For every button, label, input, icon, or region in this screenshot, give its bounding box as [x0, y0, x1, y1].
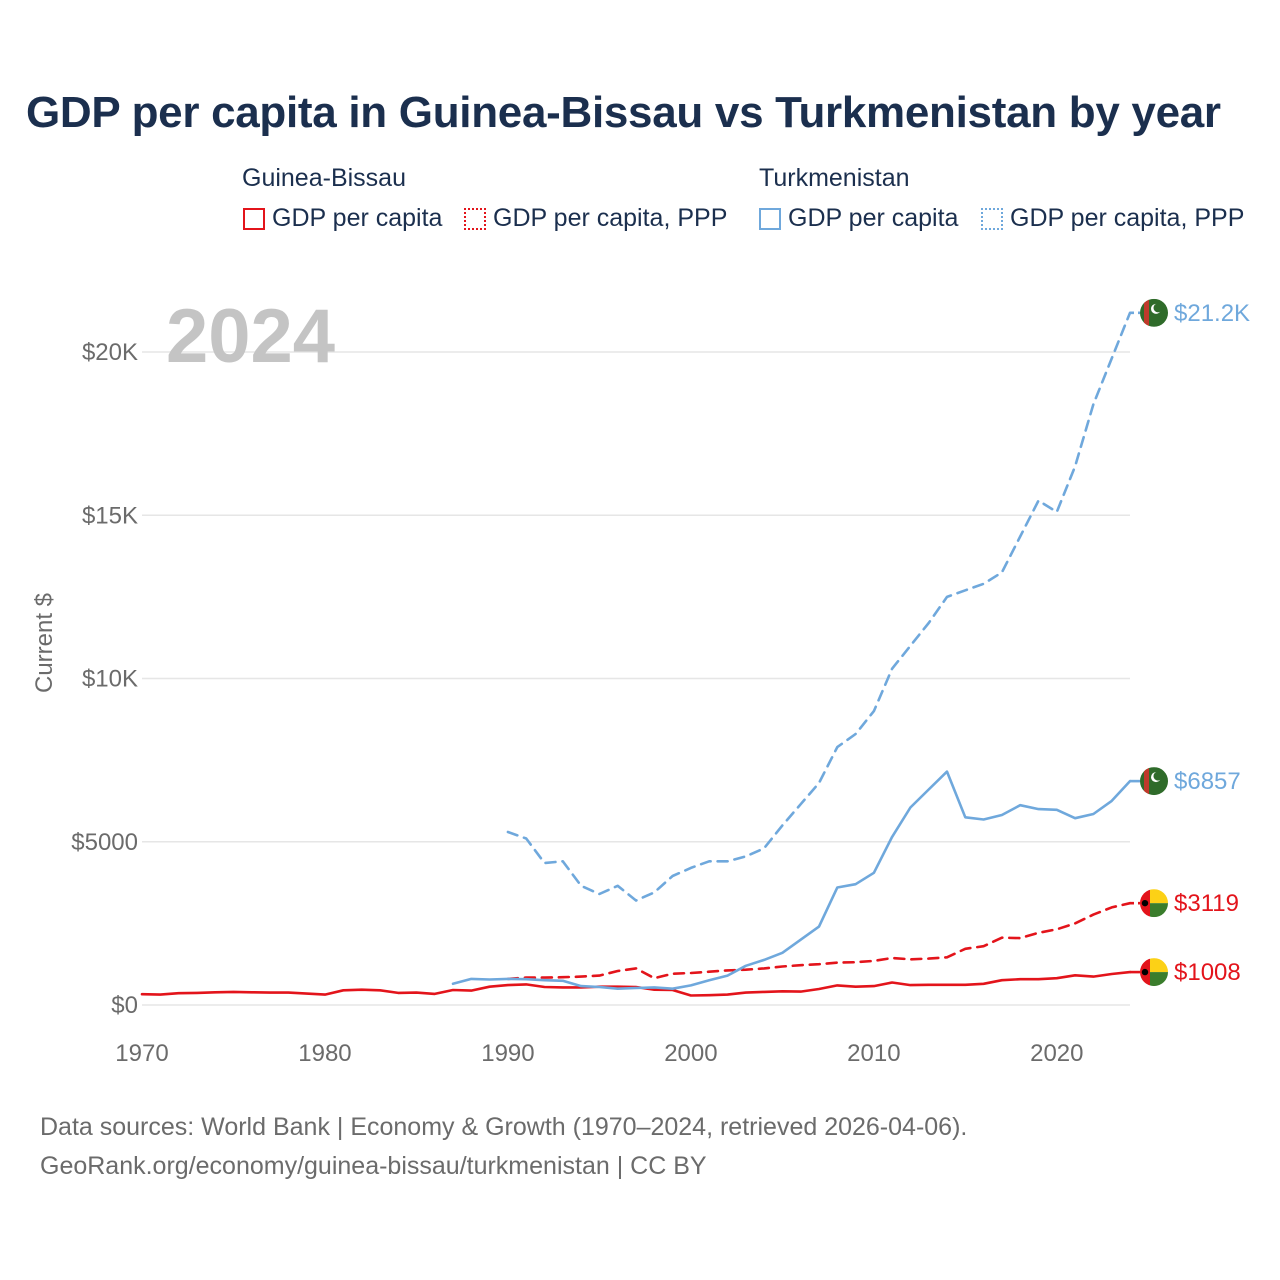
legend-swatch-icon	[981, 207, 1003, 230]
flag-band	[1150, 903, 1168, 918]
legend-item-gb-gdp-ppp[interactable]: GDP per capita, PPP	[464, 204, 727, 233]
end-value-label: $6857	[1174, 768, 1241, 795]
legend-group-guinea-bissau: Guinea-Bissau	[242, 164, 406, 192]
chart-title: GDP per capita in Guinea-Bissau vs Turkm…	[26, 88, 1221, 137]
y-tick-label: $5000	[71, 829, 138, 856]
guinea-bissau-flag-icon	[1140, 889, 1168, 918]
turkmenistan-gdp-per-capita-line	[451, 770, 1132, 991]
y-tick-label: $20K	[82, 339, 138, 366]
turkmenistan-gdp-per-capita-ppp-line	[506, 311, 1132, 902]
legend-label: GDP per capita	[272, 204, 443, 232]
source-note: Data sources: World Bank | Economy & Gro…	[40, 1108, 967, 1186]
x-tick-label: 1990	[481, 1040, 534, 1067]
source-line-1: Data sources: World Bank | Economy & Gro…	[40, 1113, 968, 1141]
x-tick-label: 2020	[1030, 1040, 1083, 1067]
flag-crescent-cut	[1153, 771, 1163, 781]
legend-swatch-icon	[759, 207, 781, 230]
legend-group-turkmenistan: Turkmenistan	[759, 164, 910, 192]
flag-band	[1150, 889, 1168, 904]
x-tick-label: 1980	[298, 1040, 351, 1067]
flag-fill	[1140, 958, 1168, 987]
y-tick-label: $15K	[82, 502, 138, 529]
flag-star	[1141, 968, 1149, 976]
year-watermark: 2024	[166, 294, 335, 379]
end-value-label: $21.2K	[1174, 300, 1250, 327]
legend-swatch-icon	[243, 207, 265, 230]
guinea-bissau-gdp-per-capita-ppp-line	[506, 901, 1132, 981]
legend-swatch-icon	[464, 207, 486, 230]
legend-label: GDP per capita, PPP	[493, 204, 728, 232]
legend-item-tm-gdp[interactable]: GDP per capita	[759, 204, 958, 233]
end-value-label: $1008	[1174, 959, 1241, 986]
x-tick-label: 2010	[847, 1040, 900, 1067]
flag-fill	[1140, 298, 1168, 327]
flag-band	[1150, 958, 1168, 973]
end-value-label: $3119	[1174, 890, 1239, 917]
y-tick-label: $0	[111, 992, 138, 1019]
source-line-2[interactable]: GeoRank.org/economy/guinea-bissau/turkme…	[40, 1152, 707, 1180]
guinea-bissau-gdp-per-capita-line	[140, 970, 1132, 997]
flag-star	[1141, 899, 1149, 907]
flag-band	[1150, 972, 1168, 987]
x-tick-label: 2000	[664, 1040, 717, 1067]
flag-crescent-cut	[1153, 303, 1163, 313]
x-tick-label: 1970	[115, 1040, 168, 1067]
flag-stripe	[1144, 767, 1149, 796]
legend-item-gb-gdp[interactable]: GDP per capita	[243, 204, 442, 233]
flag-stripe	[1144, 298, 1149, 327]
turkmenistan-flag-icon	[1140, 767, 1168, 796]
flag-fill	[1140, 767, 1168, 796]
turkmenistan-flag-icon	[1140, 298, 1168, 327]
y-axis-label: Current $	[31, 593, 58, 693]
y-tick-label: $10K	[82, 666, 138, 693]
flag-fill	[1140, 889, 1168, 918]
line-chart: 2024 Current $ $0 $5000 $10K $15K $20K 1970 19…	[31, 294, 1250, 1067]
guinea-bissau-flag-icon	[1140, 958, 1168, 987]
legend-label: GDP per capita	[788, 204, 959, 232]
legend-label: GDP per capita, PPP	[1010, 204, 1245, 232]
legend-item-tm-gdp-ppp[interactable]: GDP per capita, PPP	[981, 204, 1244, 233]
